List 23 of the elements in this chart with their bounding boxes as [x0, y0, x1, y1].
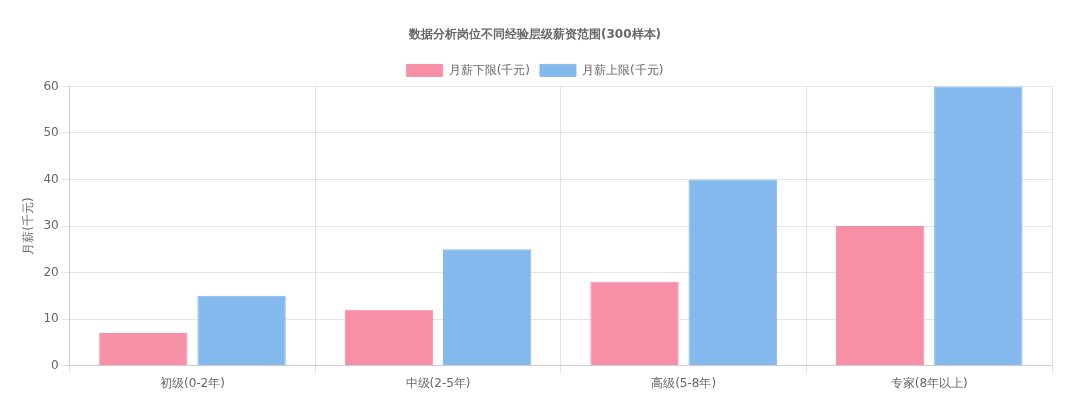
y-tick-label: 20: [43, 264, 59, 279]
bar: [590, 281, 679, 366]
bar: [442, 249, 532, 366]
y-tick-label: 10: [43, 311, 59, 326]
x-tick-label: 专家(8年以上): [890, 375, 968, 390]
y-tick-label: 40: [43, 171, 59, 186]
y-axis-title: 月薪(千元): [21, 197, 36, 255]
bar: [835, 226, 925, 366]
bar: [197, 295, 286, 366]
bar: [688, 179, 777, 366]
legend-label: 月薪上限(千元): [582, 62, 664, 77]
y-tick-label: 50: [43, 125, 59, 140]
legend-label: 月薪下限(千元): [448, 62, 531, 77]
chart-title: 数据分析岗位不同经验层级薪资范围(300样本): [407, 27, 662, 42]
y-tick-label: 0: [51, 357, 59, 372]
x-tick-label: 中级(2-5年): [405, 375, 471, 390]
bar: [99, 333, 188, 366]
bar: [344, 309, 434, 366]
x-tick-label: 高级(5-8年): [651, 375, 717, 390]
x-tick-label: 初级(0-2年): [159, 375, 225, 390]
bar: [934, 86, 1023, 366]
y-tick-label: 60: [43, 78, 59, 93]
y-tick-label: 30: [43, 218, 59, 233]
